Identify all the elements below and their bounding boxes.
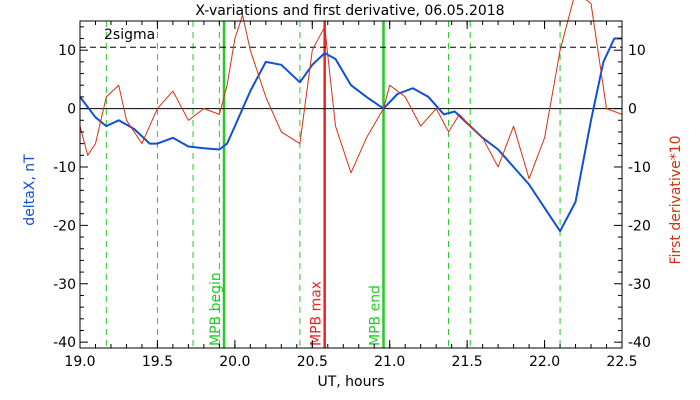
plot-frame bbox=[79, 20, 623, 349]
y-tick-label-left: 10 bbox=[58, 43, 76, 59]
y-tick-label-left: 0 bbox=[67, 102, 76, 118]
y-tick-label-right: -30 bbox=[628, 277, 651, 293]
series-line-0 bbox=[79, 37, 622, 233]
x-axis-label: UT, hours bbox=[317, 374, 384, 390]
y-tick-label-left: -30 bbox=[53, 277, 76, 293]
y-axis-label-left: deltaX, nT bbox=[22, 154, 38, 226]
series-line-1 bbox=[79, 0, 623, 180]
chart-title: X-variations and first derivative, 06.05… bbox=[195, 3, 504, 19]
x-tick-label: 22.0 bbox=[529, 354, 560, 370]
y-tick-label-left: -20 bbox=[53, 218, 76, 234]
y-tick-label-right: -40 bbox=[628, 335, 651, 351]
x-tick-label: 19.0 bbox=[64, 354, 95, 370]
x-tick-label: 21.0 bbox=[374, 354, 405, 370]
y-tick-label-right: 10 bbox=[628, 43, 646, 59]
sigma-label: 2sigma bbox=[104, 27, 155, 43]
vertical-marker-labels: MPB begin MPB max MPB end bbox=[208, 272, 384, 346]
marker-label-7: MPB end bbox=[368, 285, 384, 346]
y-tick-label-left: -10 bbox=[53, 160, 76, 176]
marker-label-4: MPB begin bbox=[208, 272, 224, 346]
x-tick-label: 20.5 bbox=[297, 354, 328, 370]
vertical-markers bbox=[105, 21, 561, 348]
marker-label-6: MPB max bbox=[309, 281, 325, 346]
y-tick-labels-right: 10 0 -10 -20 -30 -40 bbox=[628, 43, 651, 351]
y-axis-label-right: First derivative*10 bbox=[668, 135, 684, 264]
y-tick-label-right: -10 bbox=[628, 160, 651, 176]
series-layer bbox=[79, 0, 623, 233]
y-tick-label-right: 0 bbox=[628, 102, 637, 118]
x-tick-labels: 19.0 19.5 20.0 20.5 21.0 21.5 22.0 22.5 bbox=[64, 354, 637, 370]
x-tick-label: 20.0 bbox=[219, 354, 250, 370]
x-tick-label: 21.5 bbox=[452, 354, 483, 370]
y-tick-label-left: -40 bbox=[53, 335, 76, 351]
y-tick-label-right: -20 bbox=[628, 218, 651, 234]
axis-ticks bbox=[79, 21, 623, 348]
y-tick-labels-left: 10 0 -10 -20 -30 -40 bbox=[53, 43, 76, 351]
x-tick-label: 19.5 bbox=[142, 354, 173, 370]
x-tick-label: 22.5 bbox=[606, 354, 637, 370]
